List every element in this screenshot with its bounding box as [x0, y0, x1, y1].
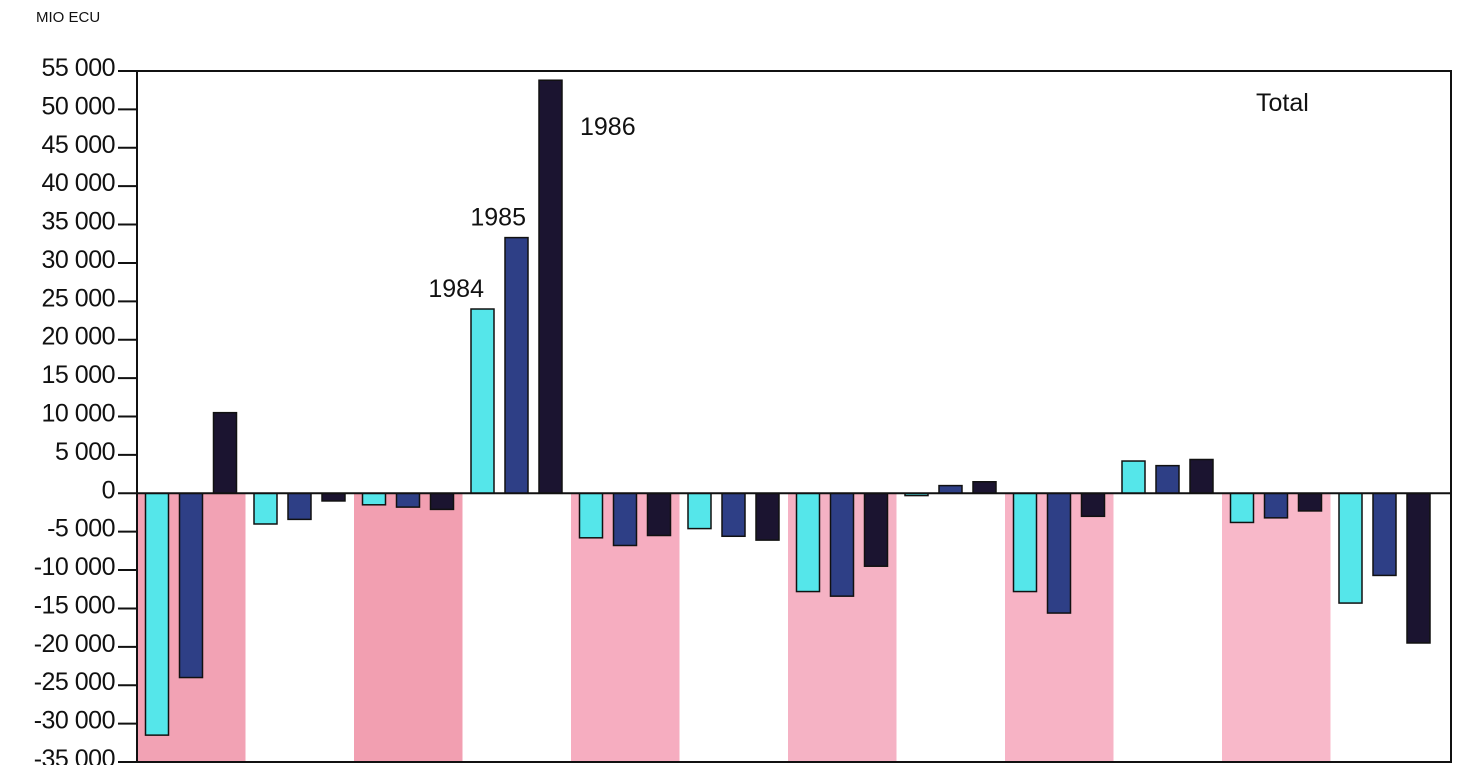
bar-1986 — [972, 481, 997, 495]
bar-1985 — [938, 484, 963, 495]
y-tick-label: 20 000 — [42, 323, 115, 351]
bar-1985 — [504, 236, 529, 495]
y-tick-label: -5 000 — [47, 515, 115, 543]
y-tick-label: 40 000 — [42, 169, 115, 197]
y-axis: 55 000 50 000 45 000 40 000 35 000 30 000 25 0… — [34, 54, 137, 765]
y-tick-label: -10 000 — [34, 553, 115, 581]
bar-1986 — [646, 492, 672, 537]
bar-1985 — [1372, 492, 1397, 577]
y-tick-label: 35 000 — [42, 208, 115, 236]
bar-1986 — [1080, 492, 1106, 518]
bars — [144, 79, 1431, 736]
y-tick-label: 15 000 — [42, 361, 115, 389]
bar-1986 — [429, 492, 455, 511]
y-tick-label: 45 000 — [42, 131, 115, 159]
bar-1986 — [1406, 492, 1431, 644]
bar-1985 — [1155, 464, 1180, 495]
y-tick-label: 50 000 — [42, 92, 115, 120]
y-tick-label: 30 000 — [42, 246, 115, 274]
series-labels: 1984 1985 1986 — [428, 113, 635, 303]
bar-1984 — [1012, 492, 1038, 593]
y-tick-label: 0 — [102, 476, 115, 504]
chart-title: Total — [1256, 89, 1309, 117]
y-tick-label: 55 000 — [42, 54, 115, 82]
bar-1985 — [287, 492, 312, 521]
y-tick-label: -15 000 — [34, 591, 115, 619]
bar-1984 — [1121, 460, 1146, 495]
group-band — [1222, 493, 1331, 762]
y-tick-label: -35 000 — [34, 745, 115, 765]
bar-1984 — [470, 308, 495, 495]
bar-1985 — [829, 492, 855, 597]
y-tick-label: -30 000 — [34, 707, 115, 735]
bar-1986 — [755, 492, 780, 541]
y-tick-label: -25 000 — [34, 668, 115, 696]
series-label-1986: 1986 — [580, 113, 636, 141]
bar-1984 — [578, 492, 604, 539]
y-tick-label: -20 000 — [34, 630, 115, 658]
bar-1984 — [253, 492, 278, 525]
unit-label: MIO ECU — [36, 9, 100, 26]
bar-1984 — [361, 492, 387, 506]
bar-1985 — [178, 492, 204, 679]
bar-1985 — [721, 492, 746, 538]
bar-1986 — [212, 411, 238, 495]
series-label-1985: 1985 — [470, 204, 526, 232]
bar-1985 — [612, 492, 638, 547]
bar-1986 — [538, 79, 563, 495]
group-band — [354, 493, 463, 762]
bar-1985 — [395, 492, 421, 508]
series-label-1984: 1984 — [428, 275, 484, 303]
bar-1986 — [1189, 458, 1214, 495]
bar-1986 — [321, 492, 346, 502]
y-tick-label: 25 000 — [42, 284, 115, 312]
bar-1985 — [1263, 492, 1289, 519]
bar-1984 — [144, 492, 170, 736]
y-tick-label: 10 000 — [42, 400, 115, 428]
bar-1985 — [1046, 492, 1072, 614]
bar-1984 — [687, 492, 712, 530]
bar-1986 — [1297, 492, 1323, 512]
y-tick-label: 5 000 — [55, 438, 115, 466]
bar-1984 — [795, 492, 821, 593]
bar-1984 — [1338, 492, 1363, 604]
bar-1986 — [863, 492, 889, 567]
bar-1984 — [1229, 492, 1255, 524]
